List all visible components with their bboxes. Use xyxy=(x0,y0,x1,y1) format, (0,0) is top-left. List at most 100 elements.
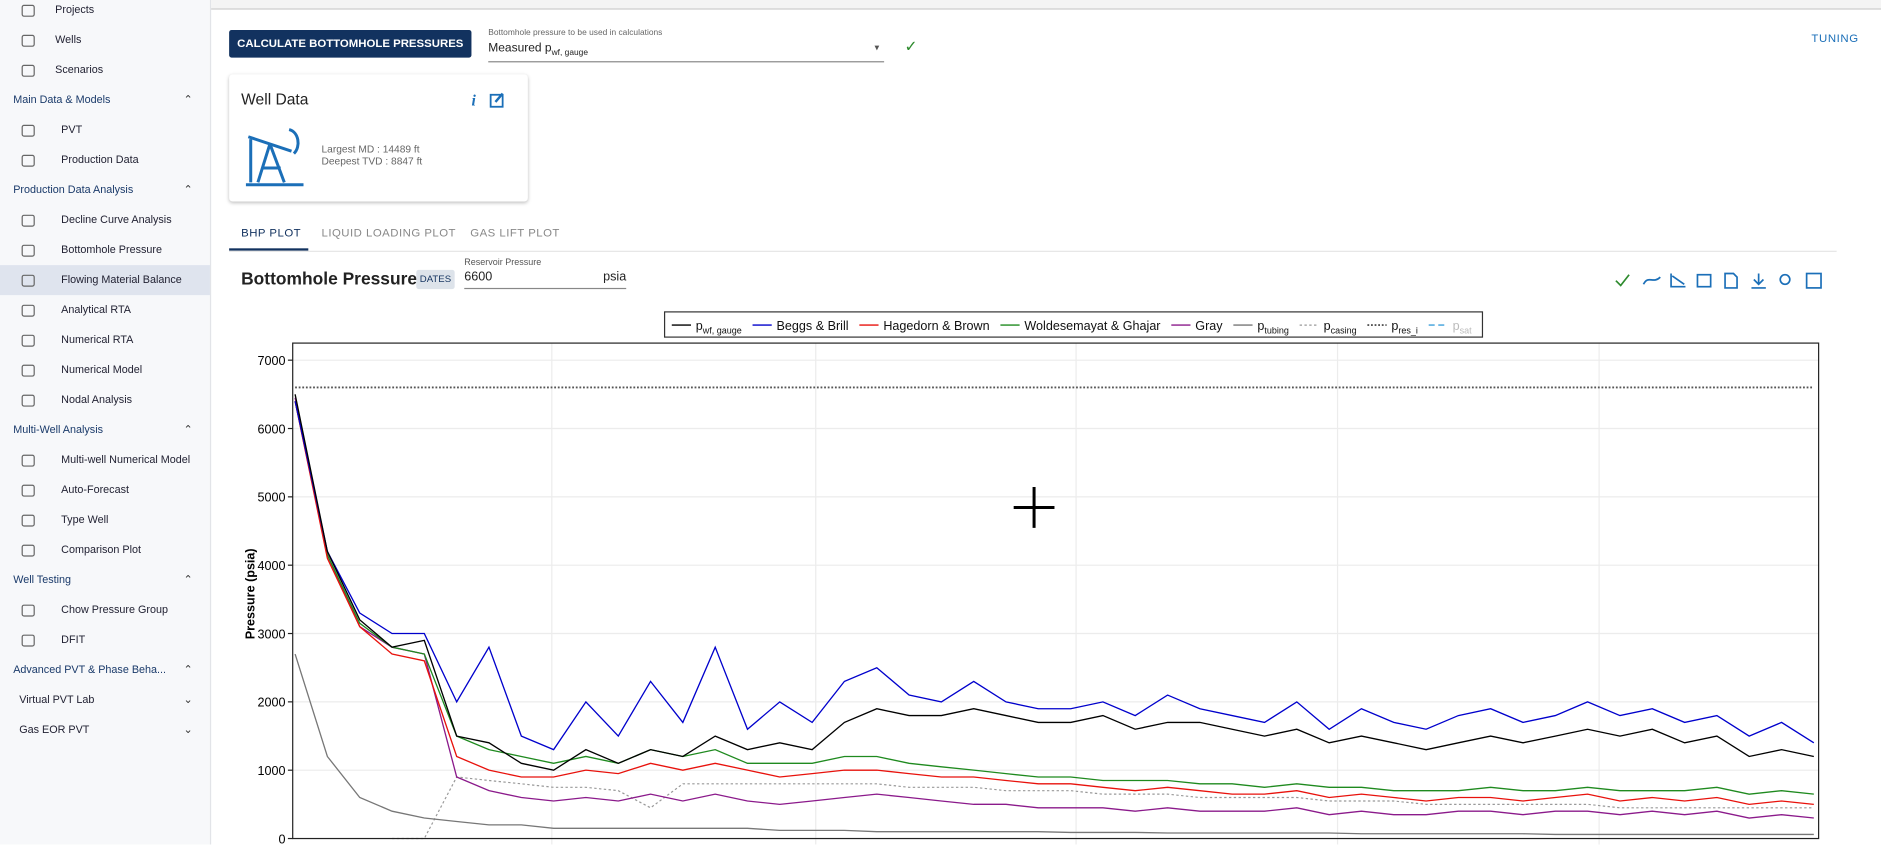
tool-icon[interactable] xyxy=(1751,273,1766,289)
chevron[interactable]: ⌃ xyxy=(183,183,193,196)
nav-label: Multi-well Numerical Model xyxy=(61,453,191,466)
nav-item[interactable]: Analytical RTA xyxy=(0,295,210,325)
nav-item[interactable]: Chow Pressure Group xyxy=(0,595,210,625)
info-icon[interactable]: i xyxy=(471,91,476,110)
nav-icon xyxy=(21,154,35,167)
nav-item[interactable]: Projects xyxy=(0,0,210,25)
tab-divider xyxy=(229,250,1837,252)
nav-item[interactable]: DFIT xyxy=(0,625,210,655)
tvd-value: 8847 xyxy=(391,154,414,167)
md-line: Largest MD : 14489 ft xyxy=(321,143,419,155)
series-line xyxy=(294,394,1814,771)
chevron[interactable]: ⌄ xyxy=(183,723,193,736)
y-tick-label: 3000 xyxy=(258,627,286,641)
legend-sub: tubing xyxy=(1264,325,1288,335)
nav-label: Wells xyxy=(55,33,82,46)
chevron[interactable]: ⌄ xyxy=(183,693,193,706)
tuning-button[interactable]: TUNING xyxy=(1811,32,1859,46)
nav-item[interactable]: Nodal Analysis xyxy=(0,385,210,415)
nav-label: Projects xyxy=(55,3,95,16)
nav-item[interactable]: Flowing Material Balance xyxy=(0,265,210,296)
nav-item[interactable]: Production Data xyxy=(0,145,210,175)
nav-icon xyxy=(21,274,35,287)
tool-icon[interactable] xyxy=(1642,276,1661,285)
nav-section[interactable]: Production Data Analysis ⌃ xyxy=(0,175,210,205)
nav-icon xyxy=(21,304,35,317)
nav-label: Numerical Model xyxy=(61,363,143,376)
tab-active[interactable]: BHP PLOT xyxy=(241,226,302,240)
nav-item[interactable]: Auto-Forecast xyxy=(0,475,210,505)
nav-item[interactable]: Gas EOR PVT ⌄ xyxy=(0,715,210,745)
series-line xyxy=(294,397,1814,819)
edit-icon[interactable] xyxy=(489,92,505,108)
nav-section[interactable]: Well Testing ⌃ xyxy=(0,565,210,595)
nav-icon xyxy=(21,334,35,347)
nav-item[interactable]: Decline Curve Analysis xyxy=(0,205,210,235)
tvd-line: Deepest TVD : 8847 ft xyxy=(321,155,422,167)
nav-label: Production Data xyxy=(61,153,139,166)
cursor xyxy=(1013,487,1055,528)
legend-entry: psat xyxy=(1453,319,1472,336)
nav-label: Flowing Material Balance xyxy=(61,273,182,286)
calculate-button[interactable]: CALCULATE BOTTOMHOLE PRESSURES xyxy=(229,29,472,58)
dates-chip[interactable]: DATES xyxy=(416,269,455,290)
nav-item[interactable]: Comparison Plot xyxy=(0,535,210,565)
nav-item[interactable]: Scenarios xyxy=(0,55,210,85)
nav-label: DFIT xyxy=(61,633,86,646)
legend-sub: wf, gauge xyxy=(702,325,742,335)
nav-item[interactable]: Bottomhole Pressure xyxy=(0,235,210,265)
res-label: Reservoir Pressure xyxy=(464,256,542,268)
pressure-select[interactable]: Measured pwf, gauge ▾ xyxy=(488,42,885,63)
tool-icon[interactable] xyxy=(1670,273,1686,288)
sidebar: Projects Wells Scenarios Main Data & Models… xyxy=(0,0,212,845)
tab[interactable]: GAS LIFT PLOT xyxy=(470,226,560,240)
tool-icon[interactable] xyxy=(1779,273,1791,286)
legend-entry: Beggs & Brill xyxy=(777,319,849,333)
nav-label: Scenarios xyxy=(55,63,104,76)
legend-label: p xyxy=(1324,319,1331,333)
chevron[interactable]: ⌃ xyxy=(183,93,193,106)
nav-label: Comparison Plot xyxy=(61,543,141,556)
legend-label: p xyxy=(1391,319,1398,333)
nav-icon xyxy=(21,394,35,407)
legend-entry: pres_i xyxy=(1391,319,1417,336)
nav-icon xyxy=(21,34,35,47)
nav-section[interactable]: Main Data & Models ⌃ xyxy=(0,85,210,115)
tool-icon[interactable] xyxy=(1805,272,1822,289)
tool-icon[interactable] xyxy=(1696,273,1712,288)
nav-section[interactable]: Multi-Well Analysis ⌃ xyxy=(0,415,210,445)
nav-item[interactable]: Numerical Model xyxy=(0,355,210,385)
nav-label: Gas EOR PVT xyxy=(19,723,90,736)
nav-icon xyxy=(21,514,35,527)
nav-item[interactable]: Multi-well Numerical Model xyxy=(0,445,210,475)
nav-item[interactable]: Wells xyxy=(0,25,210,55)
well-card: Well Data i Largest MD : 14489 ft Deepes… xyxy=(229,74,528,202)
nav-item[interactable]: Numerical RTA xyxy=(0,325,210,355)
nav-item[interactable]: Type Well xyxy=(0,505,210,535)
nav-label: Chow Pressure Group xyxy=(61,603,169,616)
y-tick-label: 0 xyxy=(279,832,286,844)
tvd-label: Deepest TVD : xyxy=(321,154,389,167)
nav-label: Nodal Analysis xyxy=(61,393,133,406)
nav-label: Virtual PVT Lab xyxy=(19,693,95,706)
series-line xyxy=(294,401,1814,806)
nav-icon xyxy=(21,4,35,17)
chevron[interactable]: ⌃ xyxy=(183,423,193,436)
nav-item[interactable]: PVT xyxy=(0,115,210,145)
chevron[interactable]: ⌃ xyxy=(183,663,193,676)
legend-label: p xyxy=(1453,319,1460,333)
nav-label: Production Data Analysis xyxy=(13,183,134,196)
nav-item[interactable]: Virtual PVT Lab ⌄ xyxy=(0,685,210,715)
chevron[interactable]: ⌃ xyxy=(183,573,193,586)
tab[interactable]: LIQUID LOADING PLOT xyxy=(321,226,457,240)
tool-icon[interactable] xyxy=(1615,274,1630,287)
nav-section[interactable]: Advanced PVT & Phase Beha... ⌃ xyxy=(0,655,210,685)
legend-sub: res_i xyxy=(1398,325,1417,335)
nav-icon xyxy=(21,484,35,497)
nav-label: Numerical RTA xyxy=(61,333,134,346)
chart-title: Bottomhole Pressure xyxy=(241,269,418,290)
y-tick-label: 6000 xyxy=(258,422,286,436)
tool-icon[interactable] xyxy=(1724,272,1738,289)
res-input[interactable]: 6600 psia xyxy=(464,270,627,290)
